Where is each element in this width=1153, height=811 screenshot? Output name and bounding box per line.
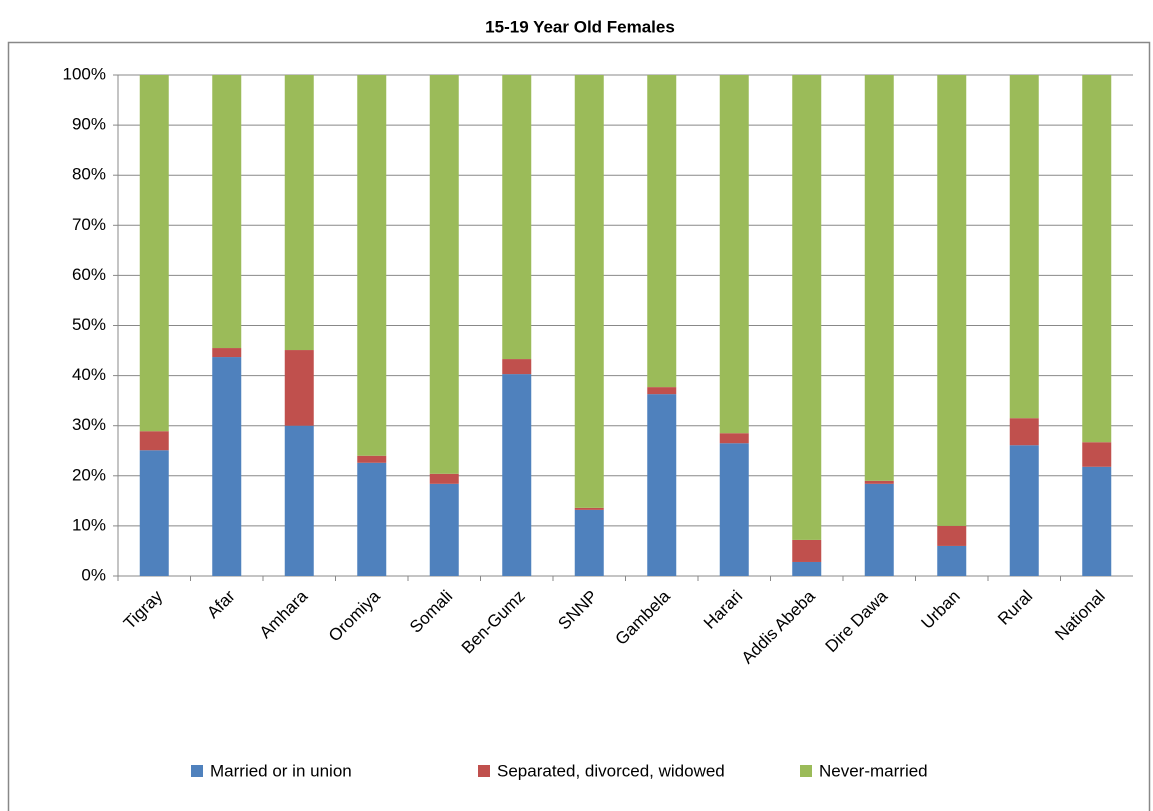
y-tick-label: 10% <box>72 515 106 534</box>
x-tick-label: Amhara <box>256 586 312 642</box>
bar-segment <box>1082 442 1112 467</box>
bar-segment <box>864 480 894 484</box>
y-tick-label: 90% <box>72 115 106 134</box>
bar-segment <box>357 455 387 463</box>
bar-segment <box>719 443 749 576</box>
bar-segment <box>792 561 822 576</box>
x-tick-label: Afar <box>203 586 239 622</box>
x-tick-label: Addis Abeba <box>738 586 819 667</box>
bar-segment <box>864 75 894 481</box>
bar-segment <box>284 75 314 351</box>
y-tick-label: 50% <box>72 315 106 334</box>
bar-segment <box>284 425 314 576</box>
legend-swatch <box>800 765 812 777</box>
bar-segment <box>1082 466 1112 576</box>
y-tick-label: 40% <box>72 365 106 384</box>
bar-segment <box>357 462 387 576</box>
y-tick-label: 60% <box>72 265 106 284</box>
y-tick-label: 100% <box>63 64 106 83</box>
x-tick-label: Gambela <box>612 586 675 649</box>
x-tick-label: Somali <box>406 587 456 637</box>
bar-segment <box>212 348 242 358</box>
legend-swatch <box>478 765 490 777</box>
bar-segment <box>1082 75 1112 443</box>
bar-segment <box>937 525 967 546</box>
y-tick-label: 70% <box>72 215 106 234</box>
x-tick-label: Harari <box>700 587 746 633</box>
bar-segment <box>502 359 532 375</box>
bar-segment <box>719 75 749 434</box>
bar-segment <box>284 350 314 426</box>
bar-segment <box>1009 418 1039 446</box>
y-tick-label: 0% <box>81 565 106 584</box>
y-tick-label: 30% <box>72 415 106 434</box>
bar-segment <box>937 545 967 576</box>
bar-segment <box>429 483 459 576</box>
x-tick-label: Rural <box>994 587 1036 629</box>
bar-segment <box>139 75 169 432</box>
bar-segment <box>792 539 822 562</box>
legend-label: Married or in union <box>210 761 352 780</box>
bar-segment <box>1009 445 1039 576</box>
bar-segment <box>864 483 894 576</box>
x-tick-label: National <box>1051 587 1109 645</box>
bar-segment <box>429 473 459 484</box>
bar-segment <box>574 507 604 510</box>
bar-segment <box>792 75 822 540</box>
legend-swatch <box>191 765 203 777</box>
x-tick-label: Tigray <box>120 586 167 633</box>
bar-segment <box>139 431 169 451</box>
legend-label: Never-married <box>819 761 928 780</box>
bar-segment <box>429 75 459 474</box>
x-tick-label: Dire Dawa <box>822 586 892 656</box>
chart-border <box>7 41 1151 811</box>
bar-segment <box>139 450 169 576</box>
bar-segment <box>937 75 967 526</box>
chart-title: 15-19 Year Old Females <box>485 17 675 36</box>
bar-segment <box>212 75 242 349</box>
bar-segment <box>647 394 677 576</box>
legend-label: Separated, divorced, widowed <box>497 761 725 780</box>
x-tick-label: Oromiya <box>325 586 384 645</box>
x-tick-label: SNNP <box>554 587 601 634</box>
bar-segment <box>647 75 677 388</box>
bar-segment <box>647 387 677 395</box>
bar-segment <box>1009 75 1039 419</box>
bar-segment <box>574 75 604 508</box>
y-tick-label: 20% <box>72 465 106 484</box>
bar-segment <box>212 357 242 576</box>
x-tick-label: Ben-Gumz <box>458 587 529 658</box>
x-tick-label: Urban <box>918 587 964 633</box>
y-tick-label: 80% <box>72 165 106 184</box>
bar-segment <box>719 433 749 444</box>
bar-segment <box>502 374 532 576</box>
bar-segment <box>574 509 604 576</box>
bar-segment <box>357 75 387 456</box>
bar-segment <box>502 75 532 360</box>
